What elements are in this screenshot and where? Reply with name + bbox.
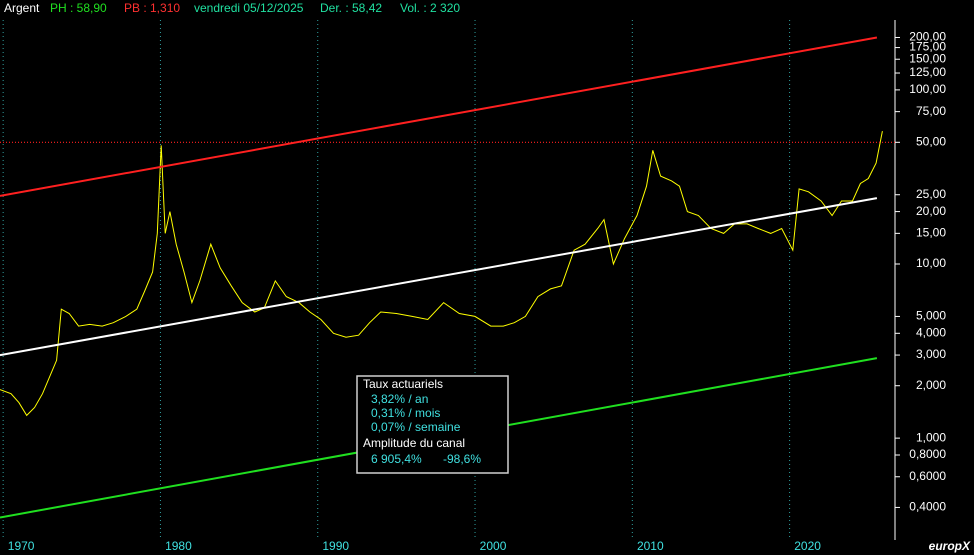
volume: Vol. : 2 320: [400, 1, 460, 15]
channel-line: [0, 36, 878, 197]
info-box: Taux actuariels 3,82% / an 0,31% / mois …: [356, 375, 509, 474]
y-tick-label: 3,000: [916, 347, 946, 361]
price-line: [0, 131, 883, 417]
y-tick-label: 175,00: [909, 40, 946, 54]
y-tick-label: 10,00: [916, 256, 946, 270]
y-tick-label: 15,00: [916, 226, 946, 240]
x-tick-label: 1970: [8, 539, 35, 553]
amplitude-title: Amplitude du canal: [363, 436, 465, 450]
last: Der. : 58,42: [320, 1, 382, 15]
low: PB : 1,310: [124, 1, 180, 15]
y-tick-label: 25,00: [916, 187, 946, 201]
y-tick-label: 150,00: [909, 51, 946, 65]
y-tick-label: 4,000: [916, 325, 946, 339]
y-tick-label: 1,000: [916, 430, 946, 444]
channel-line: [0, 197, 878, 357]
rate: 3,82% / an: [371, 392, 428, 406]
y-tick-label: 5,000: [916, 309, 946, 323]
info-box-frame: [356, 375, 509, 474]
x-tick-label: 1980: [165, 539, 192, 553]
brand: europX: [929, 539, 971, 553]
amplitude-up: 6 905,4%: [371, 452, 422, 466]
y-tick-label: 0,8000: [909, 447, 946, 461]
y-tick-label: 2,000: [916, 378, 946, 392]
y-tick-label: 20,00: [916, 204, 946, 218]
y-tick-label: 100,00: [909, 82, 946, 96]
y-tick-label: 0,4000: [909, 500, 946, 514]
x-tick-label: 2000: [480, 539, 507, 553]
rate: 0,07% / semaine: [371, 420, 461, 434]
date: vendredi 05/12/2025: [194, 1, 304, 15]
x-tick-label: 1990: [322, 539, 349, 553]
y-tick-label: 0,6000: [909, 469, 946, 483]
y-tick-label: 200,00: [909, 30, 946, 44]
y-tick-label: 125,00: [909, 65, 946, 79]
info-title: Taux actuariels: [363, 377, 443, 391]
amplitude-down: -98,6%: [443, 452, 481, 466]
x-tick-label: 2010: [637, 539, 664, 553]
y-tick-label: 75,00: [916, 104, 946, 118]
symbol: Argent: [4, 1, 40, 15]
y-tick-label: 50,00: [916, 134, 946, 148]
x-tick-label: 2020: [794, 539, 821, 553]
high: PH : 58,90: [50, 1, 107, 15]
rate: 0,31% / mois: [371, 406, 440, 420]
